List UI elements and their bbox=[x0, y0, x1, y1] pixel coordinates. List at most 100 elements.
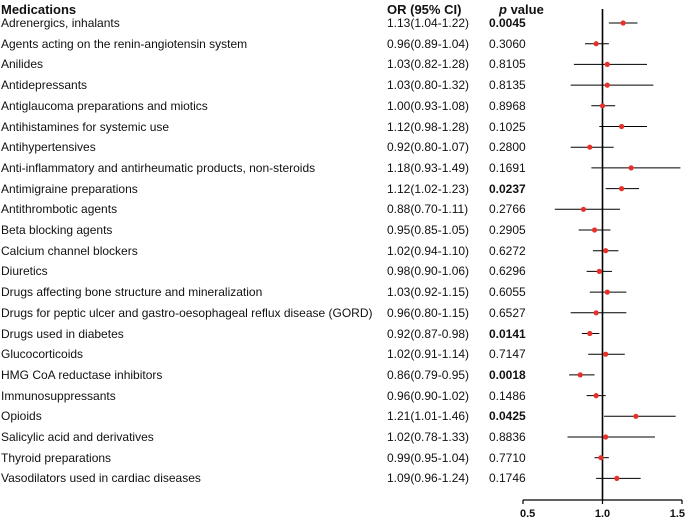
or-ci-value: 1.12(0.98-1.28) bbox=[387, 119, 470, 134]
medication-name: Vasodilators used in cardiac diseases bbox=[1, 471, 201, 486]
or-ci-value: 0.88(0.70-1.11) bbox=[387, 202, 469, 217]
or-ci-value: 0.96(0.80-1.15) bbox=[387, 305, 470, 320]
p-value: 0.8135 bbox=[489, 78, 526, 93]
or-ci-value: 0.95(0.85-1.05) bbox=[387, 223, 470, 237]
medication-name: Drugs used in diabetes bbox=[1, 326, 124, 341]
medication-name: Opioids bbox=[1, 409, 42, 424]
table-row: Opioids 1.21(1.01-1.46) 0.0425 bbox=[0, 406, 526, 427]
or-point bbox=[599, 103, 606, 109]
or-point bbox=[603, 248, 609, 254]
or-ci-value: 0.86(0.79-0.95) bbox=[387, 367, 470, 382]
or-point bbox=[593, 41, 599, 47]
table-row: Salicylic acid and derivatives 1.02(0.78-… bbox=[0, 427, 526, 448]
medication-name: Antihypertensives bbox=[1, 140, 96, 155]
p-value: 0.1746 bbox=[489, 471, 526, 486]
table-row: Beta blocking agents 0.95(0.85-1.05) 0.290… bbox=[0, 220, 526, 241]
p-value: 0.0045 bbox=[489, 16, 526, 30]
or-ci-value: 1.03(0.82-1.28) bbox=[387, 57, 470, 72]
or-point bbox=[618, 123, 625, 130]
p-value: 0.7710 bbox=[489, 450, 526, 465]
header-p-value: p value bbox=[499, 2, 544, 17]
p-value: 0.1691 bbox=[489, 160, 526, 175]
p-value: 0.0141 bbox=[489, 326, 526, 341]
or-point bbox=[628, 165, 634, 171]
medication-name: Diuretics bbox=[1, 264, 48, 279]
medication-name: Anilides bbox=[1, 57, 44, 72]
or-point bbox=[614, 475, 620, 481]
header-or-ci: OR (95% CI) bbox=[387, 2, 462, 17]
or-ci-value: 1.00(0.93-1.08) bbox=[387, 98, 470, 113]
medication-name: Drugs for peptic ulcer and gastro-oesoph… bbox=[1, 305, 373, 320]
medication-name: Antimigraine preparations bbox=[1, 181, 138, 196]
medication-name: Anti-inflammatory and antirheumatic prod… bbox=[1, 160, 316, 175]
table-row: Antimigraine preparations 1.12(1.02-1.23)… bbox=[0, 179, 526, 200]
p-value: 0.0425 bbox=[489, 409, 526, 424]
or-point bbox=[596, 268, 602, 274]
or-ci-value: 1.21(1.01-1.46) bbox=[387, 409, 470, 424]
x-tick-label: 1.0 bbox=[595, 508, 610, 520]
or-ci-value: 0.99(0.95-1.04) bbox=[387, 450, 470, 465]
table-row: Drugs used in diabetes 0.92(0.87-0.98) 0.0… bbox=[0, 324, 526, 345]
medication-name: Adrenergics, inhalants bbox=[1, 16, 120, 30]
or-ci-value: 1.02(0.91-1.14) bbox=[387, 347, 470, 362]
table-row: HMG CoA reductase inhibitors 0.86(0.79-0.… bbox=[0, 365, 526, 386]
medication-name: Thyroid preparations bbox=[1, 450, 112, 465]
p-value: 0.1486 bbox=[489, 388, 526, 403]
x-tick-label: 0.5 bbox=[520, 508, 535, 520]
table-row: Antihistamines for systemic use 1.12(0.98… bbox=[0, 117, 526, 138]
or-ci-value: 1.13(1.04-1.22) bbox=[387, 16, 470, 30]
table-row: Drugs affecting bone structure and miner… bbox=[0, 282, 526, 303]
p-value: 0.0237 bbox=[489, 181, 526, 196]
or-ci-value: 0.92(0.80-1.07) bbox=[387, 140, 470, 155]
p-value: 0.6296 bbox=[489, 264, 526, 279]
or-ci-value: 1.18(0.93-1.49) bbox=[387, 160, 470, 175]
p-value: 0.2800 bbox=[489, 140, 526, 155]
or-point bbox=[598, 455, 604, 461]
p-value: 0.2905 bbox=[489, 223, 526, 237]
table-row: Calcium channel blockers 1.02(0.94-1.10) 0… bbox=[0, 241, 526, 262]
or-point bbox=[593, 310, 599, 316]
or-point bbox=[620, 20, 626, 26]
or-point bbox=[591, 227, 598, 233]
or-point bbox=[587, 144, 593, 150]
medication-name: Antiglaucoma preparations and miotics bbox=[1, 98, 208, 113]
p-value: 0.8836 bbox=[489, 430, 526, 444]
or-point bbox=[604, 82, 610, 88]
p-value: 0.2766 bbox=[489, 202, 526, 217]
medication-name: Antihistamines for systemic use bbox=[1, 119, 170, 134]
medication-name: Immunosuppressants bbox=[1, 388, 116, 403]
header-p-rest: value bbox=[506, 2, 544, 17]
table-row: Anti-inflammatory and antirheumatic prod… bbox=[0, 158, 526, 179]
or-ci-value: 1.03(0.80-1.32) bbox=[387, 78, 470, 93]
p-value: 0.1025 bbox=[489, 119, 526, 134]
or-ci-value: 0.96(0.90-1.02) bbox=[387, 388, 470, 403]
table-row: Antiglaucoma preparations and miotics 1.0… bbox=[0, 96, 526, 117]
p-value: 0.3060 bbox=[489, 36, 526, 51]
or-ci-value: 1.09(0.96-1.24) bbox=[387, 471, 470, 486]
or-point bbox=[587, 330, 593, 337]
medication-name: Antithrombotic agents bbox=[1, 202, 118, 217]
or-ci-value: 1.02(0.94-1.10) bbox=[387, 243, 470, 258]
table-row: Immunosuppressants 0.96(0.90-1.02) 0.1486 bbox=[0, 386, 526, 407]
p-value: 0.8968 bbox=[489, 98, 526, 113]
or-ci-value: 0.92(0.87-0.98) bbox=[387, 326, 470, 341]
p-value: 0.6527 bbox=[489, 305, 526, 320]
or-ci-value: 1.12(1.02-1.23) bbox=[387, 181, 470, 196]
or-point bbox=[604, 289, 610, 295]
medication-name: HMG CoA reductase inhibitors bbox=[1, 367, 163, 382]
p-value: 0.7147 bbox=[489, 347, 526, 362]
header-medications: Medications bbox=[1, 2, 77, 17]
or-point bbox=[633, 413, 639, 419]
or-point bbox=[577, 372, 583, 378]
medication-name: Agents acting on the renin-angiotensin s… bbox=[1, 36, 248, 51]
medication-name: Beta blocking agents bbox=[1, 223, 113, 237]
header-p-italic: p bbox=[499, 2, 507, 17]
or-point bbox=[603, 434, 609, 440]
p-value: 0.0018 bbox=[489, 367, 526, 382]
p-value: 0.8105 bbox=[489, 57, 526, 72]
or-ci-value: 1.03(0.92-1.15) bbox=[387, 285, 470, 300]
table-row: Thyroid preparations 0.99(0.95-1.04) 0.771… bbox=[0, 448, 526, 469]
or-point bbox=[604, 61, 610, 67]
or-ci-value: 0.98(0.90-1.06) bbox=[387, 264, 470, 279]
